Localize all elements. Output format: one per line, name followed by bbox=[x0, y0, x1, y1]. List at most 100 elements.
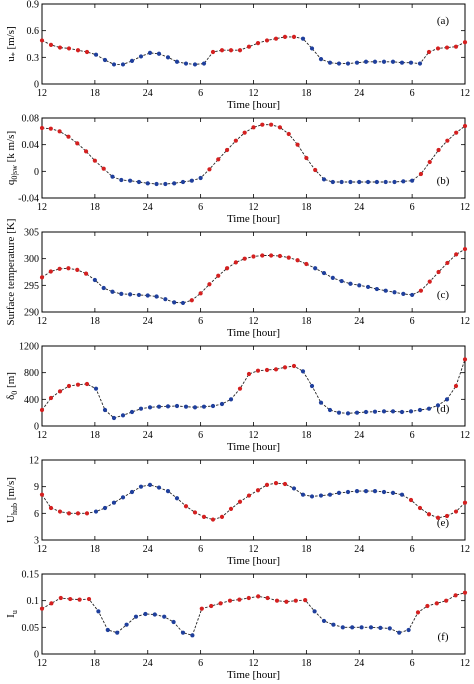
data-point-red bbox=[255, 488, 261, 493]
data-point-red bbox=[39, 125, 45, 131]
data-point-blue bbox=[330, 179, 335, 185]
x-tick-label: 18 bbox=[90, 430, 100, 441]
data-point-blue bbox=[201, 404, 207, 409]
data-point-blue bbox=[313, 266, 318, 271]
data-point-red bbox=[444, 513, 450, 519]
x-tick-label: 12 bbox=[460, 544, 470, 555]
data-point-red bbox=[84, 381, 90, 387]
x-tick-label: 18 bbox=[301, 430, 311, 441]
data-point-red bbox=[216, 273, 221, 278]
data-point-blue bbox=[354, 410, 360, 415]
plot-frame bbox=[41, 231, 466, 313]
data-point-red bbox=[255, 41, 261, 46]
data-point-blue bbox=[165, 489, 171, 494]
data-point-red bbox=[418, 288, 424, 293]
x-tick-label: 18 bbox=[90, 202, 100, 213]
panel-label: (f) bbox=[438, 631, 449, 643]
panel-label: (b) bbox=[437, 175, 450, 187]
x-tick-label: 12 bbox=[249, 316, 259, 327]
panel-label: (a) bbox=[437, 15, 450, 27]
data-point-red bbox=[207, 282, 212, 287]
x-tick-label: 6 bbox=[410, 658, 415, 669]
data-point-blue bbox=[345, 61, 351, 66]
data-point-blue bbox=[147, 50, 153, 55]
data-point-blue bbox=[165, 404, 171, 409]
x-tick-label: 6 bbox=[410, 544, 415, 555]
data-point-red bbox=[242, 130, 247, 135]
data-point-blue bbox=[318, 57, 324, 62]
data-point-red bbox=[286, 131, 291, 137]
data-point-blue bbox=[417, 407, 423, 413]
y-axis-label: δ0 [m] bbox=[5, 372, 19, 400]
data-point-blue bbox=[174, 496, 180, 501]
x-axis-label: Time [hour] bbox=[227, 213, 280, 225]
data-point-red bbox=[66, 511, 72, 516]
data-point-blue bbox=[136, 179, 142, 185]
data-point-red bbox=[425, 603, 430, 609]
data-point-red bbox=[242, 256, 247, 261]
y-axis-label-base: U bbox=[5, 515, 17, 523]
data-point-red bbox=[228, 506, 234, 511]
data-point-red bbox=[273, 36, 279, 41]
data-point-blue bbox=[96, 609, 101, 614]
y-tick-label: 300 bbox=[24, 254, 39, 265]
data-point-red bbox=[436, 269, 441, 275]
data-point-blue bbox=[138, 406, 144, 411]
data-point-blue bbox=[392, 290, 397, 295]
y-axis-label-subscript: hub bbox=[10, 503, 19, 515]
data-point-blue bbox=[363, 409, 369, 415]
data-point-blue bbox=[417, 61, 423, 66]
data-point-blue bbox=[309, 383, 315, 389]
data-point-blue bbox=[365, 179, 371, 185]
data-point-blue bbox=[192, 62, 198, 67]
data-point-blue bbox=[309, 494, 315, 499]
x-tick-label: 24 bbox=[354, 430, 364, 441]
y-axis-label-subscript: * bbox=[10, 52, 19, 56]
data-point-red bbox=[453, 383, 459, 389]
data-point-red bbox=[224, 266, 230, 271]
data-point-blue bbox=[102, 505, 108, 511]
data-point-red bbox=[295, 258, 300, 263]
data-point-red bbox=[291, 363, 297, 369]
data-point-blue bbox=[336, 61, 342, 66]
x-tick-label: 24 bbox=[354, 88, 364, 99]
data-point-red bbox=[101, 166, 106, 171]
y-axis-label-unit: [m/s] bbox=[5, 477, 17, 503]
y-axis-label-base: I bbox=[5, 614, 17, 618]
data-point-red bbox=[417, 505, 423, 511]
y-axis-label-unit: [k m/s] bbox=[5, 131, 17, 165]
data-point-blue bbox=[93, 52, 99, 57]
data-point-blue bbox=[105, 627, 110, 633]
y-tick-label: 0.9 bbox=[27, 0, 40, 11]
data-point-red bbox=[282, 481, 288, 487]
y-tick-label: 0 bbox=[34, 650, 39, 661]
data-point-red bbox=[260, 122, 265, 127]
data-point-red bbox=[233, 260, 238, 265]
data-point-red bbox=[454, 130, 459, 135]
data-point-red bbox=[453, 44, 459, 49]
data-point-blue bbox=[390, 409, 396, 414]
data-point-blue bbox=[300, 369, 306, 374]
data-point-red bbox=[218, 601, 223, 606]
data-point-red bbox=[237, 499, 243, 504]
data-point-blue bbox=[291, 486, 297, 491]
x-tick-label: 24 bbox=[354, 544, 364, 555]
data-point-blue bbox=[129, 409, 135, 415]
data-point-blue bbox=[102, 57, 108, 63]
data-point-red bbox=[274, 598, 280, 603]
data-point-red bbox=[273, 367, 279, 372]
data-point-blue bbox=[359, 625, 364, 630]
y-axis-label-subscript: 0 bbox=[10, 391, 19, 395]
y-axis-label-base: q bbox=[5, 179, 17, 185]
y-tick-label: 1200 bbox=[19, 342, 39, 353]
panel-label: (e) bbox=[437, 517, 450, 529]
data-point-red bbox=[39, 38, 45, 43]
x-axis-label: Time [hour] bbox=[227, 327, 280, 339]
x-tick-label: 12 bbox=[249, 202, 259, 213]
data-point-blue bbox=[136, 292, 142, 298]
data-point-blue bbox=[348, 281, 353, 286]
x-tick-label: 24 bbox=[354, 316, 364, 327]
data-point-blue bbox=[397, 630, 402, 635]
x-tick-label: 24 bbox=[143, 316, 153, 327]
